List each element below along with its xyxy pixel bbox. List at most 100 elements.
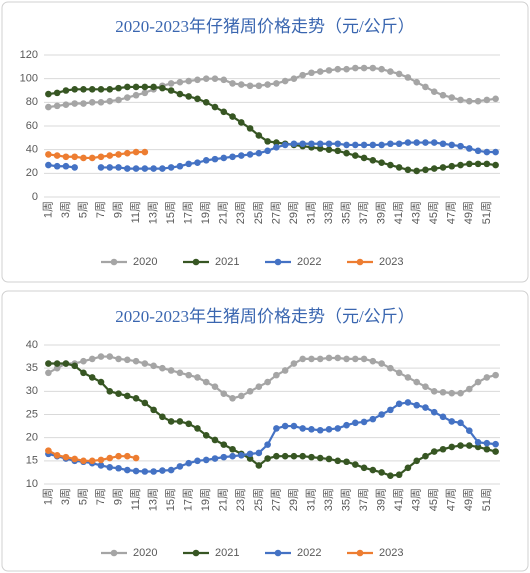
point	[325, 67, 333, 74]
point	[325, 146, 333, 153]
point	[176, 369, 184, 377]
point	[202, 75, 210, 82]
y-tick-label: 40	[26, 144, 38, 156]
point	[430, 388, 438, 395]
point	[97, 462, 105, 469]
point	[316, 454, 324, 462]
point	[316, 68, 324, 75]
point	[124, 452, 131, 460]
point	[430, 88, 438, 95]
point	[483, 160, 491, 168]
point	[159, 84, 166, 92]
point	[466, 145, 473, 152]
point	[474, 439, 482, 446]
point	[124, 165, 131, 172]
point	[88, 86, 96, 93]
point	[62, 101, 70, 108]
point	[124, 466, 131, 474]
y-tick-label: 35	[26, 362, 38, 374]
point	[360, 141, 368, 149]
point	[246, 82, 254, 90]
point	[413, 167, 420, 175]
point	[150, 406, 157, 414]
point	[334, 457, 342, 465]
point	[185, 77, 192, 85]
point	[474, 378, 482, 386]
point	[185, 371, 192, 379]
legend-label: 2022	[297, 547, 321, 559]
point	[492, 440, 499, 448]
x-tick-label: 37周	[357, 201, 370, 224]
point	[159, 413, 166, 421]
x-tick-label: 45周	[427, 201, 440, 224]
point	[238, 392, 245, 400]
point	[457, 442, 464, 449]
point	[439, 388, 447, 396]
point	[439, 140, 447, 148]
x-tick-label: 9周	[111, 488, 124, 505]
point	[229, 113, 236, 120]
point	[422, 383, 429, 391]
point	[97, 353, 105, 360]
x-tick-label: 23周	[234, 201, 247, 224]
point	[422, 404, 429, 411]
point	[185, 93, 192, 100]
x-tick-label: 1周	[41, 201, 54, 218]
point	[299, 140, 306, 148]
point	[281, 452, 289, 460]
point	[246, 151, 254, 158]
point	[474, 443, 482, 451]
x-tick-label: 17周	[182, 488, 195, 511]
point	[62, 360, 70, 367]
point	[229, 445, 236, 453]
point	[448, 162, 456, 170]
point	[404, 464, 412, 472]
point	[202, 157, 210, 164]
point	[343, 149, 350, 157]
point	[132, 91, 140, 99]
x-tick-label: 29周	[287, 201, 300, 224]
point	[45, 161, 52, 169]
point	[474, 160, 482, 168]
point	[176, 90, 184, 98]
point	[202, 456, 210, 464]
point	[62, 153, 70, 161]
legend-marker	[110, 549, 118, 557]
point	[115, 355, 122, 363]
legend-label: 2021	[215, 256, 239, 268]
point	[132, 454, 140, 462]
point	[211, 455, 219, 462]
point	[404, 139, 412, 146]
point	[167, 87, 175, 94]
point	[211, 103, 219, 111]
x-tick-label: 21周	[217, 488, 230, 511]
point	[369, 466, 377, 474]
point	[255, 132, 263, 139]
point	[360, 64, 368, 72]
point	[430, 139, 438, 146]
x-tick-label: 51周	[480, 488, 493, 511]
y-tick-label: 80	[26, 96, 38, 108]
x-tick-label: 31周	[304, 488, 317, 511]
point	[360, 154, 368, 162]
point	[88, 99, 96, 106]
point	[360, 464, 368, 472]
y-tick-label: 60	[26, 120, 38, 132]
point	[422, 452, 429, 460]
point	[422, 83, 429, 91]
panel	[1, 1, 529, 283]
point	[124, 94, 131, 101]
point	[404, 374, 412, 381]
point	[290, 452, 298, 460]
point	[176, 463, 184, 470]
series-line	[48, 85, 496, 173]
legend-label: 2021	[215, 547, 239, 559]
point	[457, 419, 464, 427]
legend-marker	[356, 258, 364, 266]
point	[483, 445, 491, 453]
point	[343, 141, 350, 149]
point	[220, 453, 228, 461]
point	[53, 89, 61, 97]
point	[387, 472, 394, 479]
point	[185, 459, 192, 467]
